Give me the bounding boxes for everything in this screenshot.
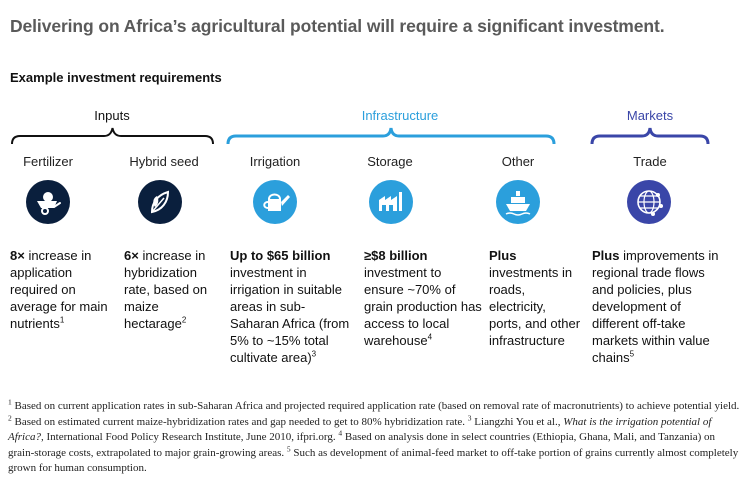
description-text: investments in roads, electricity, ports… [489,265,581,348]
description-trade: Plus improvements in regional trade flow… [592,247,720,366]
footnote-text: International Food Policy Research Insti… [46,431,336,443]
column-label-other: Other [501,154,535,169]
description-highlight: ≥$8 billion [364,248,428,263]
footnote-text: Based on estimated current maize-hybridi… [14,415,466,428]
description-hybrid-seed: 6× increase in hybridization rate, based… [124,247,216,332]
group-label-markets: Markets [626,108,674,123]
footnote-citation-title: What is the irrigation potential of Afri… [8,415,712,444]
group-label-infrastructure: Infrastructure [361,108,439,123]
footnotes: 1 Based on current application rates in … [8,397,743,477]
description-fertilizer: 8× increase in application required on a… [10,247,118,332]
wheelbarrow-icon [26,180,70,224]
warehouse-icon [369,180,413,224]
watering-can-icon [253,180,297,224]
description-irrigation: Up to $65 billion investment in irrigati… [230,247,352,366]
description-highlight: Plus [489,248,517,263]
page-title: Delivering on Africa’s agricultural pote… [10,16,665,36]
description-text: increase in hybridization rate, based on… [124,248,208,331]
brace-inputs [11,127,214,145]
footnote-ref: 5 [629,349,635,359]
footnote-number: 5 [286,443,291,453]
description-highlight: 6× [124,248,139,263]
footnote-ref: 1 [59,315,65,325]
description-text: improvements in regional trade flows and… [592,248,719,365]
footnote-number: 3 [467,412,472,422]
column-label-fertilizer: Fertilizer [23,154,73,169]
description-text: investment to ensure ~70% of grain produ… [364,265,482,348]
column-label-hybrid-seed: Hybrid seed [129,154,199,169]
brace-markets [590,127,710,145]
ship-icon [496,180,540,224]
footnote-number: 1 [8,397,12,407]
globe-network-icon [627,180,671,224]
description-other: Plus investments in roads, electricity, … [489,247,581,349]
description-text: increase in application required on aver… [10,248,108,331]
description-highlight: Up to $65 billion [230,248,331,263]
footnote-text: Based on current application rates in su… [14,400,740,412]
footnote-number: 4 [338,428,343,438]
column-label-storage: Storage [367,154,413,169]
footnote-number: 2 [8,412,12,422]
footnote-text: Such as development of animal-feed marke… [8,446,739,475]
footnote-ref: 3 [311,349,317,359]
seed-leaf-icon [138,180,182,224]
footnote-text: Liangzhi You et al., [474,415,561,428]
brace-infrastructure [226,127,556,145]
description-highlight: 8× [10,248,25,263]
footnote-text: Based on analysis done in select countri… [8,431,716,459]
footnote-ref: 4 [427,332,433,342]
footnote-ref: 2 [181,315,187,325]
column-label-trade: Trade [633,154,667,169]
description-text: investment in irrigation in suitable are… [230,265,350,365]
column-label-irrigation: Irrigation [249,154,301,169]
section-subtitle: Example investment requirements [10,70,222,85]
description-highlight: Plus [592,248,620,263]
description-storage: ≥$8 billion investment to ensure ~70% of… [364,247,484,349]
group-label-inputs: Inputs [94,108,130,123]
